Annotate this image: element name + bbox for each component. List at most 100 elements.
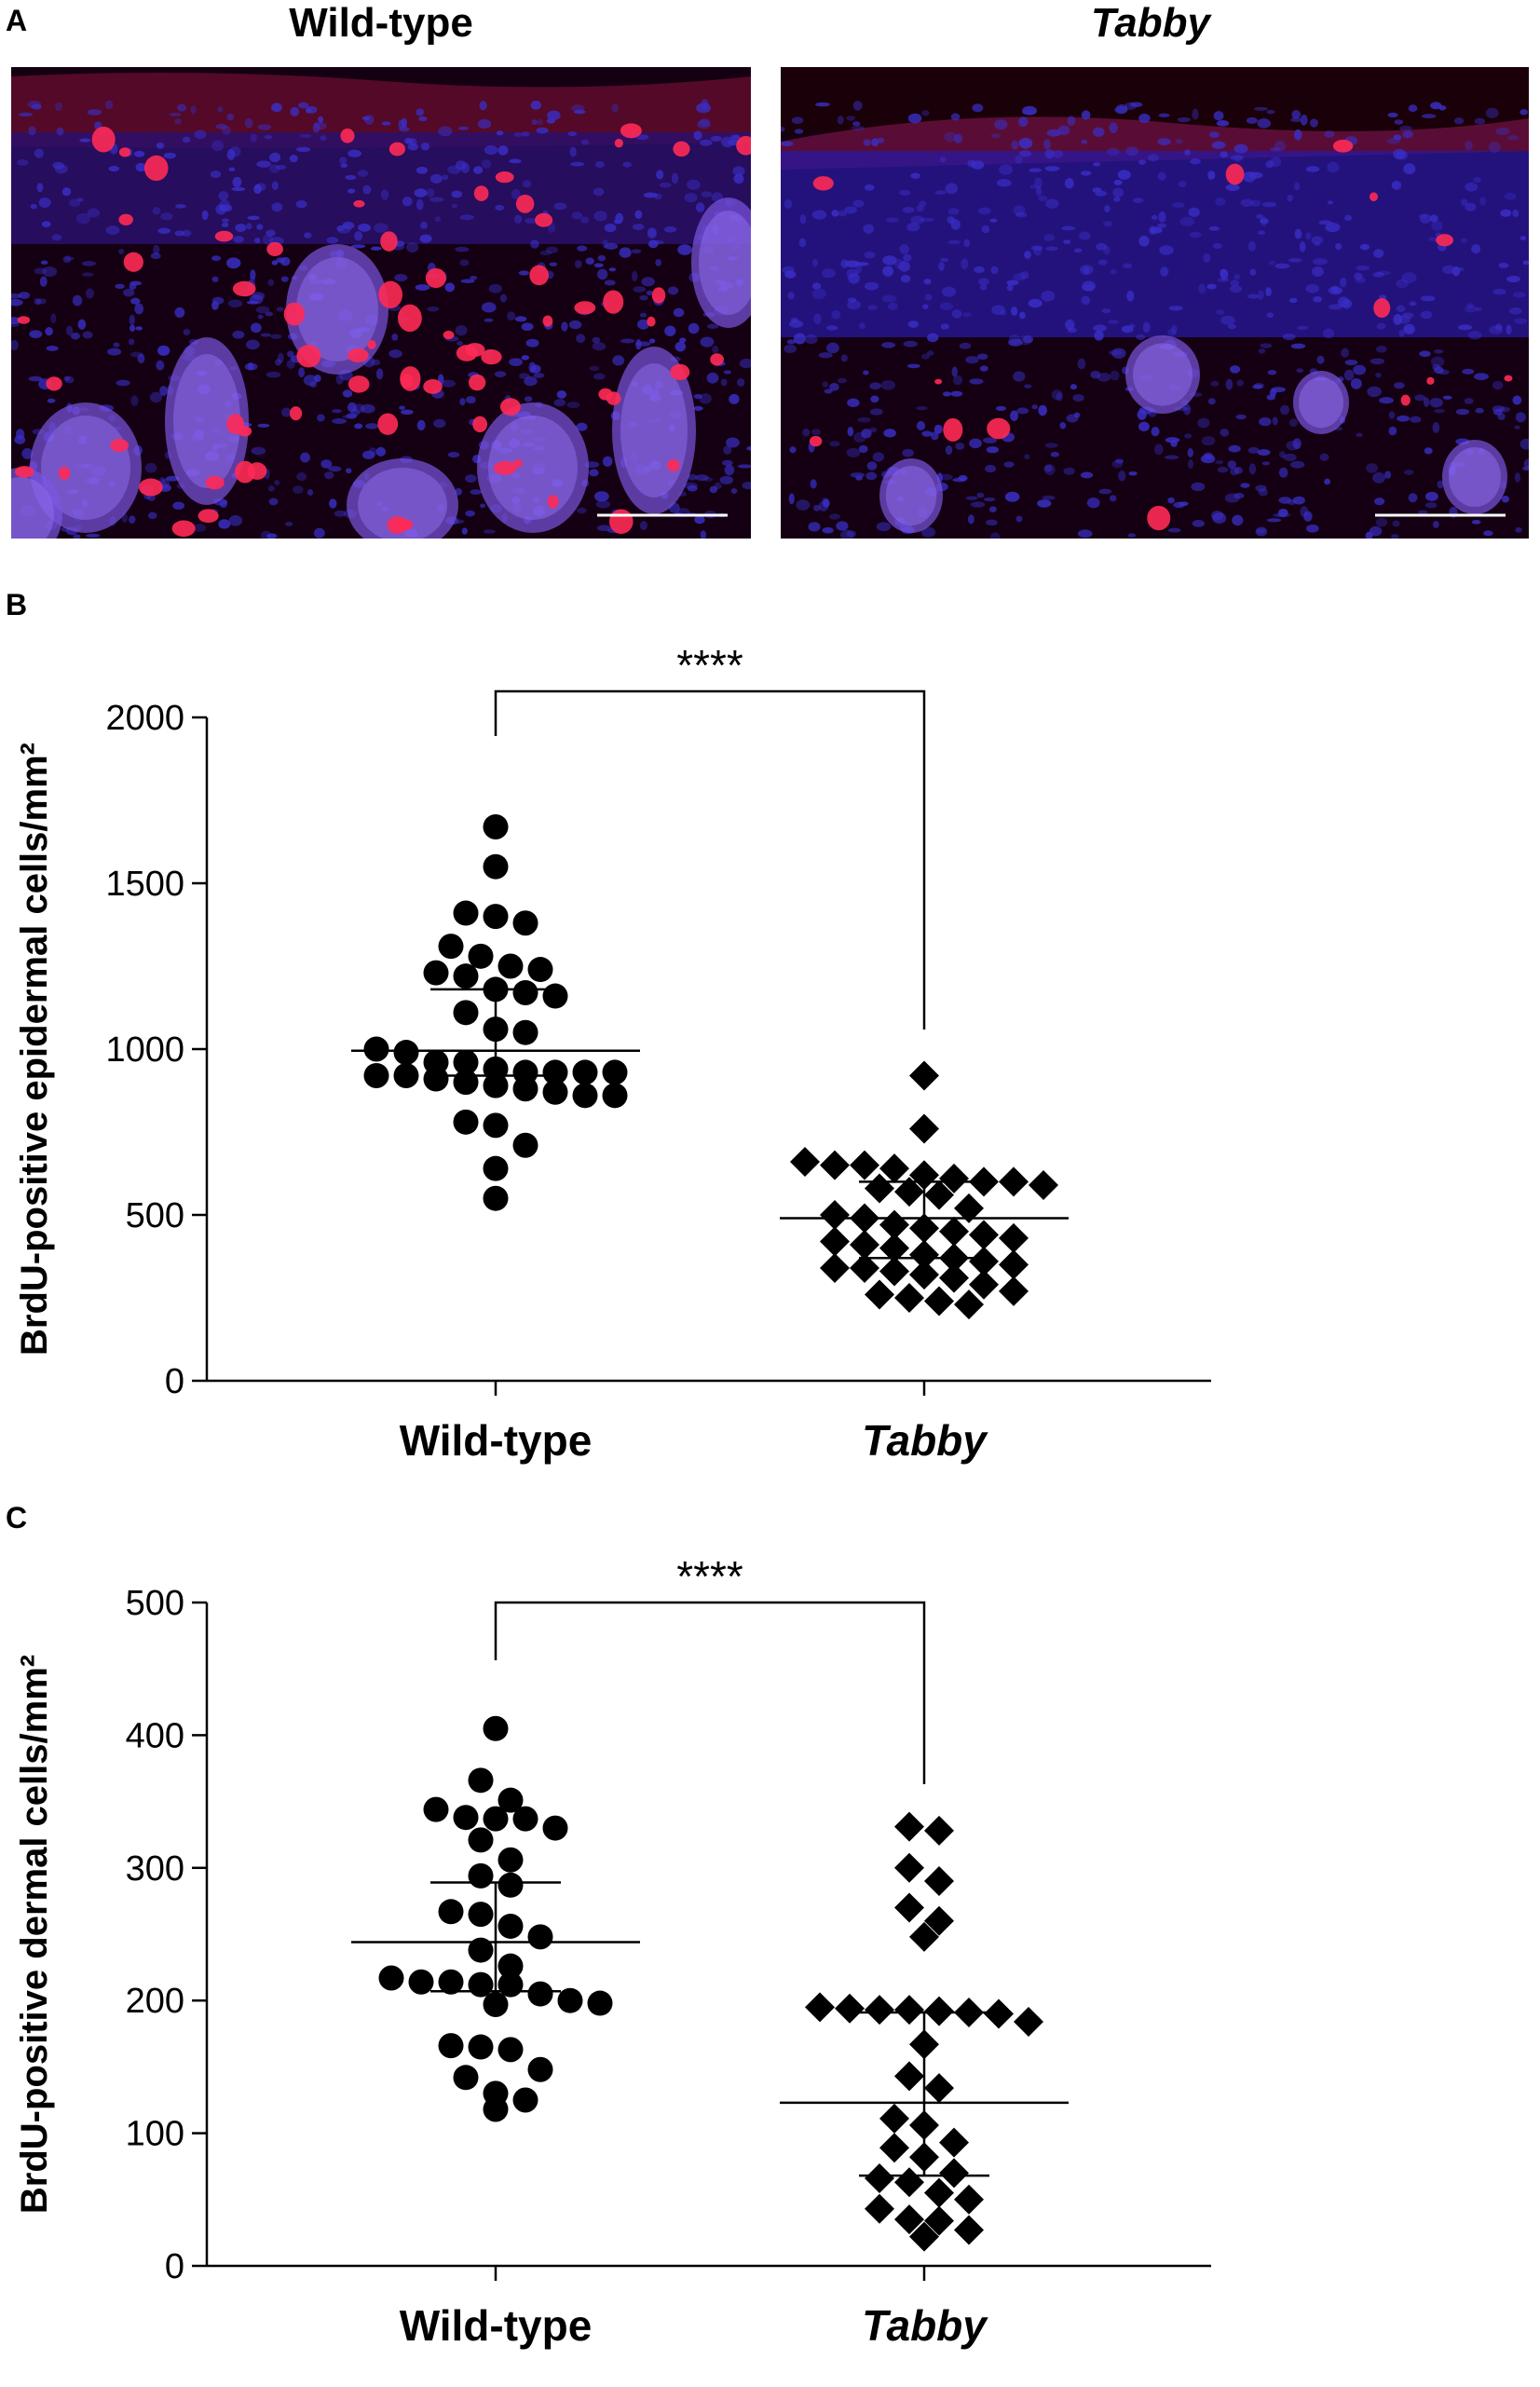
data-point-tabby xyxy=(909,1921,939,1952)
y-tick-label: 100 xyxy=(126,2115,184,2154)
data-point-tabby xyxy=(879,1153,909,1184)
significance-stars: **** xyxy=(676,641,743,689)
data-point-wild-type xyxy=(512,1076,538,1102)
data-point-wild-type xyxy=(438,1899,464,1925)
data-point-wild-type xyxy=(408,1969,434,1995)
data-point-wild-type xyxy=(512,979,538,1005)
data-point-tabby xyxy=(924,2073,954,2104)
data-point-wild-type xyxy=(393,1040,419,1066)
data-point-wild-type xyxy=(483,1715,509,1741)
data-point-tabby xyxy=(790,1147,820,1178)
data-point-tabby xyxy=(909,1260,939,1290)
data-point-tabby xyxy=(865,2193,894,2224)
data-point-wild-type xyxy=(602,1059,628,1085)
data-point-tabby xyxy=(969,1220,999,1250)
panel-c-label: C xyxy=(6,1501,27,1534)
data-point-wild-type xyxy=(497,1953,524,1979)
data-point-tabby xyxy=(954,1289,984,1320)
data-point-tabby xyxy=(924,1180,954,1210)
data-point-wild-type xyxy=(497,1847,524,1873)
y-tick-label: 1000 xyxy=(105,1030,184,1070)
data-point-wild-type xyxy=(512,2087,538,2113)
y-tick-label: 300 xyxy=(126,1849,184,1889)
data-point-tabby xyxy=(894,2204,924,2235)
y-tick-label: 0 xyxy=(165,1362,184,1401)
data-point-wild-type xyxy=(483,813,509,839)
data-point-wild-type xyxy=(453,1000,479,1026)
data-point-wild-type xyxy=(468,1767,494,1794)
y-tick-label: 2000 xyxy=(105,699,184,738)
data-point-tabby xyxy=(924,1996,954,2026)
data-point-tabby xyxy=(820,1252,850,1283)
data-point-tabby xyxy=(865,1279,894,1310)
data-point-wild-type xyxy=(557,1987,583,2013)
data-point-tabby xyxy=(924,1286,954,1316)
data-point-wild-type xyxy=(453,963,479,989)
y-axis-label: BrdU-positive epidermal cells/mm² xyxy=(14,743,55,1356)
data-point-tabby xyxy=(820,1200,850,1230)
data-point-wild-type xyxy=(497,2037,524,2063)
data-point-tabby xyxy=(939,1216,969,1247)
data-point-wild-type xyxy=(468,1937,494,1963)
data-point-wild-type xyxy=(483,1155,509,1181)
data-point-wild-type xyxy=(497,953,524,979)
significance-bracket xyxy=(494,689,926,1030)
panel-a-label: A xyxy=(6,4,28,37)
y-tick-label: 200 xyxy=(126,1982,184,2021)
data-point-tabby xyxy=(969,1269,999,1300)
data-point-tabby xyxy=(894,1852,924,1883)
panel-b-chart: B 0 500 1000 1500 2000 Wild-type Tabby BrdU-pos… xyxy=(0,578,1540,1495)
data-point-wild-type xyxy=(453,2065,479,2091)
data-point-tabby xyxy=(865,1995,894,2026)
data-point-tabby xyxy=(909,1113,939,1144)
wild-type-image-title: Wild-type xyxy=(289,0,473,46)
data-point-tabby xyxy=(999,1166,1029,1197)
x-category-label: Wild-type xyxy=(400,1416,593,1465)
data-point-tabby xyxy=(909,2221,939,2252)
y-tick-label: 0 xyxy=(165,2247,184,2286)
data-point-tabby xyxy=(835,1993,865,2024)
panel-b-label: B xyxy=(6,588,27,621)
data-point-tabby xyxy=(939,1262,969,1293)
data-point-wild-type xyxy=(363,1062,389,1088)
data-point-wild-type xyxy=(423,1796,449,1822)
data-point-wild-type xyxy=(527,2056,553,2082)
data-point-wild-type xyxy=(483,1072,509,1098)
data-point-tabby xyxy=(999,1222,1029,1253)
data-point-wild-type xyxy=(483,2096,509,2122)
panel-c-chart: C 0 100 200 300 400 500 Wild-type Tabby BrdU-pos… xyxy=(0,1491,1540,2387)
data-point-tabby xyxy=(954,2184,984,2215)
data-point-wild-type xyxy=(542,1059,568,1085)
x-category-label: Tabby xyxy=(862,2301,988,2350)
x-category-label: Tabby xyxy=(862,1416,988,1465)
data-point-tabby xyxy=(924,1815,954,1846)
data-point-tabby xyxy=(820,1150,850,1180)
data-point-tabby xyxy=(954,2215,984,2245)
data-point-wild-type xyxy=(497,1787,524,1813)
data-point-wild-type xyxy=(453,1049,479,1075)
data-point-wild-type xyxy=(512,1132,538,1158)
data-point-tabby xyxy=(924,2177,954,2208)
data-point-tabby xyxy=(805,1992,835,2023)
data-point-tabby xyxy=(879,2103,909,2134)
data-point-wild-type xyxy=(527,1981,553,2007)
data-point-tabby xyxy=(894,1995,924,2026)
data-point-tabby xyxy=(894,1892,924,1923)
data-point-wild-type xyxy=(527,957,553,983)
data-point-wild-type xyxy=(512,910,538,936)
data-point-wild-type xyxy=(468,1862,494,1889)
data-point-tabby xyxy=(999,1275,1029,1306)
data-point-wild-type xyxy=(483,1112,509,1139)
data-point-wild-type xyxy=(453,1070,479,1096)
data-point-tabby xyxy=(999,1249,1029,1280)
data-point-tabby xyxy=(939,2127,969,2158)
data-point-wild-type xyxy=(512,1806,538,1832)
x-category-label: Wild-type xyxy=(400,2301,593,2350)
data-point-tabby xyxy=(879,2133,909,2163)
data-point-tabby xyxy=(894,1811,924,1842)
data-point-wild-type xyxy=(497,1913,524,1939)
significance-bracket xyxy=(494,1601,926,1784)
data-point-wild-type xyxy=(483,1185,509,1211)
data-point-tabby xyxy=(894,2167,924,2198)
data-point-wild-type xyxy=(438,934,464,960)
